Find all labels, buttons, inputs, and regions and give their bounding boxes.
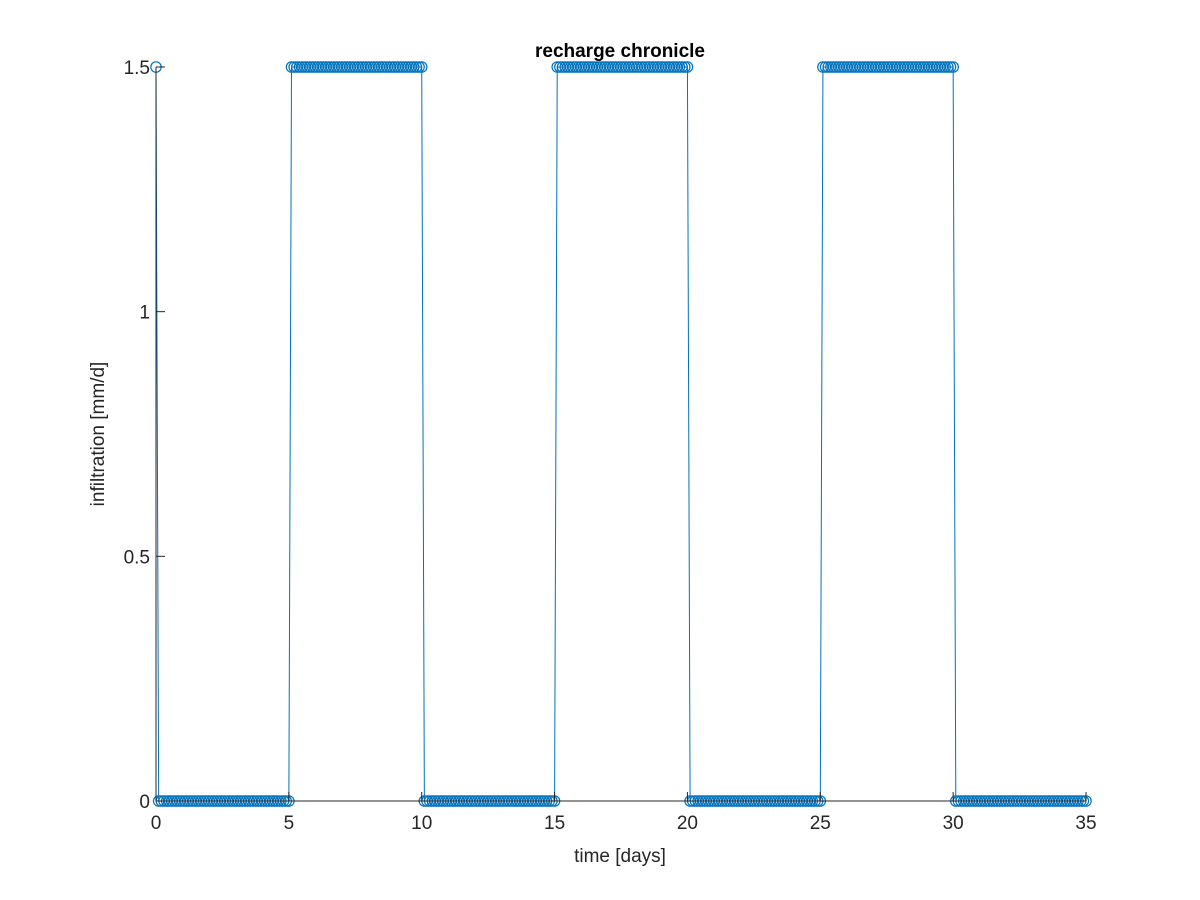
x-tick-label: 15 <box>544 813 565 834</box>
data-point-marker <box>678 61 691 73</box>
data-point-marker <box>415 61 428 73</box>
y-tick-label: 1.5 <box>124 58 150 79</box>
data-point-marker <box>681 61 694 73</box>
data-point-marker <box>407 61 420 73</box>
data-point-marker <box>413 61 425 73</box>
x-tick-label: 25 <box>810 813 831 834</box>
data-point-marker <box>673 61 686 73</box>
y-tick-label: 0 <box>139 792 150 813</box>
x-axis-label: time [days] <box>574 846 666 867</box>
chart-title: recharge chronicle <box>535 41 705 62</box>
x-axis-ticks: 0 5 10 15 20 25 30 35 <box>151 792 1097 834</box>
data-point-marker <box>942 61 954 73</box>
data-point-marker <box>939 61 951 73</box>
data-point-marker <box>410 61 423 73</box>
series-layer <box>150 61 1092 807</box>
x-tick-label: 35 <box>1075 813 1096 834</box>
x-tick-label: 0 <box>151 813 162 834</box>
y-axis-label: infiltration [mm/d] <box>88 362 109 507</box>
data-point-marker <box>676 61 688 73</box>
y-axis-ticks: 0 0.5 1 1.5 <box>124 58 165 813</box>
data-point-marker <box>947 61 959 73</box>
x-tick-label: 5 <box>284 813 295 834</box>
x-tick-label: 10 <box>411 813 432 834</box>
data-point-marker <box>944 61 957 73</box>
series-line <box>155 66 1086 802</box>
x-tick-label: 30 <box>943 813 964 834</box>
plot-area: 0 5 10 15 20 25 30 35 0 0.5 1 1.5 <box>124 58 1097 834</box>
y-tick-label: 1 <box>139 303 150 324</box>
y-tick-label: 0.5 <box>124 547 150 568</box>
x-tick-label: 20 <box>677 813 698 834</box>
